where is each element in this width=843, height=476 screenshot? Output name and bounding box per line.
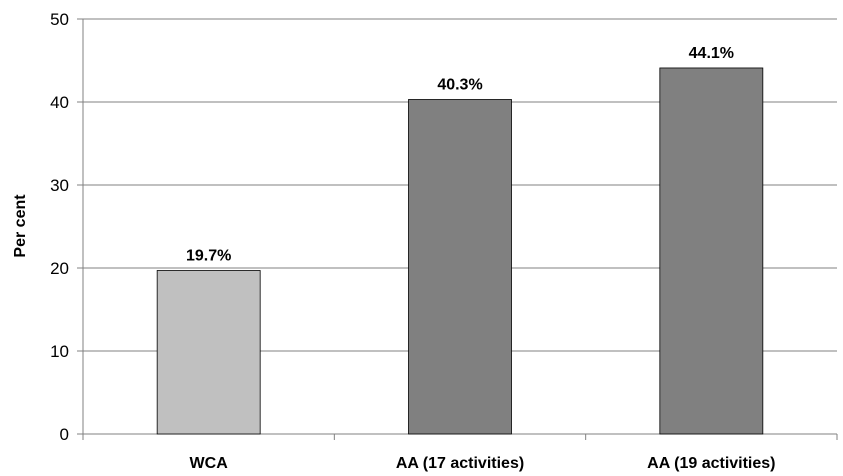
data-label: 19.7% bbox=[186, 247, 231, 264]
y-tick-label: 10 bbox=[50, 342, 69, 361]
y-axis-title: Per cent bbox=[12, 194, 29, 258]
x-tick-label: AA (17 activities) bbox=[396, 455, 524, 472]
y-tick-label: 50 bbox=[50, 10, 69, 29]
y-tick-label: 0 bbox=[60, 425, 69, 444]
y-tick-label: 40 bbox=[50, 93, 69, 112]
y-tick-label: 30 bbox=[50, 176, 69, 195]
data-labels: 19.7% 40.3% 44.1% bbox=[186, 45, 734, 265]
data-label: 40.3% bbox=[437, 77, 482, 94]
bar-1 bbox=[156, 270, 261, 435]
x-axis: WCA AA (17 activities) AA (19 activities) bbox=[82, 433, 838, 472]
bar-2 bbox=[408, 99, 512, 435]
y-axis: 0 10 20 30 40 50 bbox=[50, 10, 84, 444]
data-label: 44.1% bbox=[689, 45, 734, 62]
x-tick-label: WCA bbox=[190, 455, 229, 472]
y-tick-label: 20 bbox=[50, 259, 69, 278]
bar-3 bbox=[659, 67, 764, 435]
bars bbox=[156, 67, 764, 435]
x-tick-label: AA (19 activities) bbox=[647, 455, 775, 472]
